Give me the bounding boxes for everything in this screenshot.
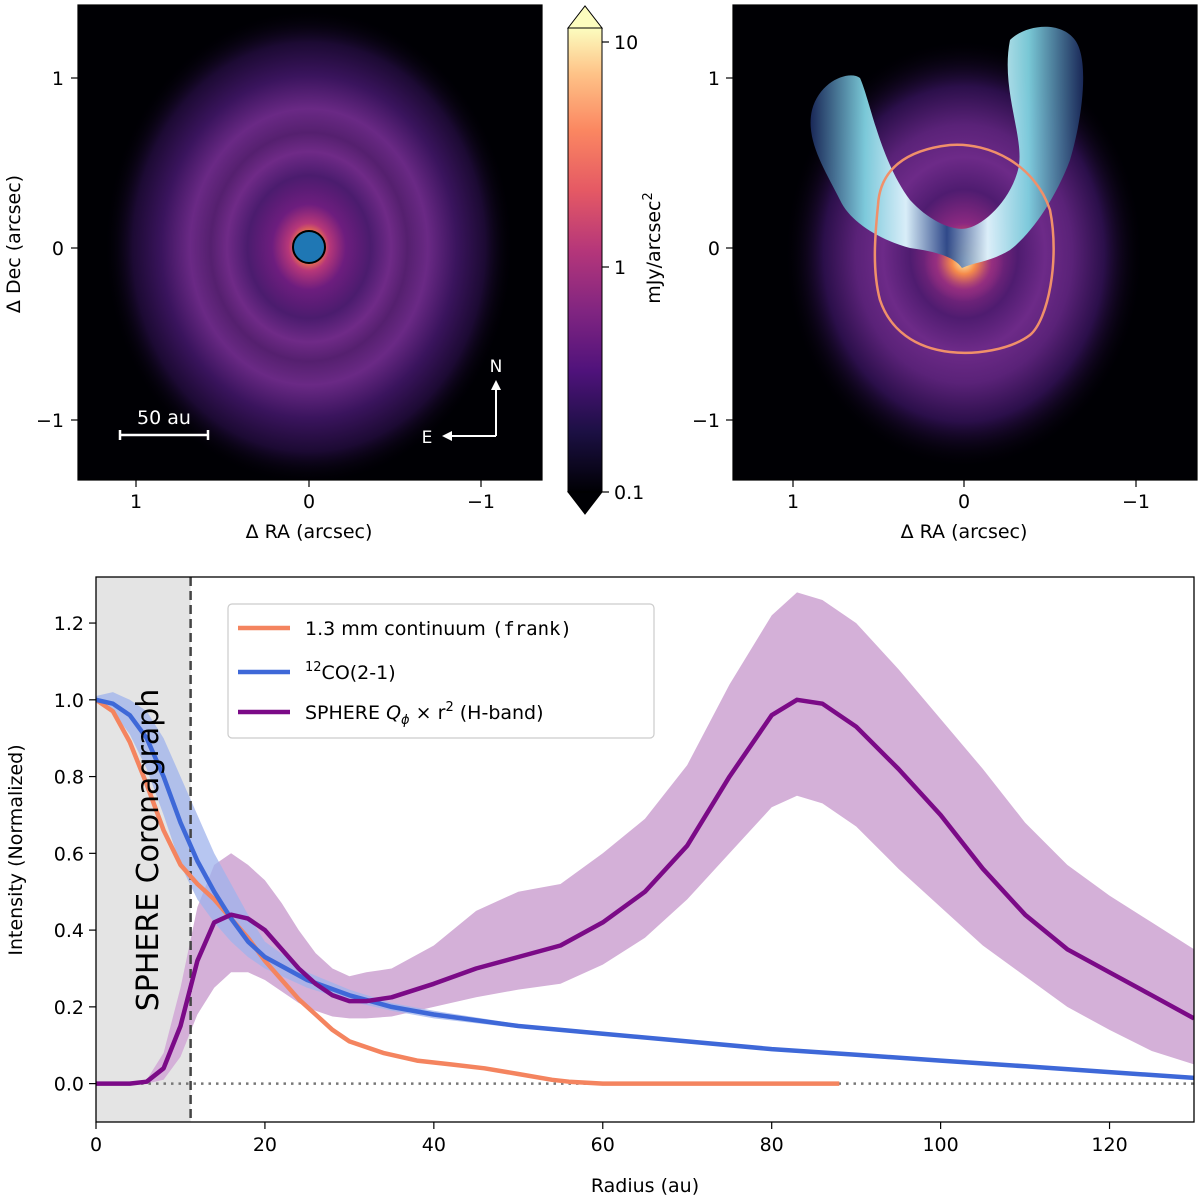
continuum-contour — [873, 143, 1055, 355]
compass-north-label: N — [490, 357, 503, 377]
y-tick-label: 0.0 — [54, 1074, 84, 1096]
colorbar: 10 1 0.1 mJy/arcsec2 — [566, 5, 665, 515]
y-tick-label: 0.6 — [54, 843, 84, 865]
compass-east-label: E — [422, 428, 433, 448]
x-tick-label: 20 — [253, 1134, 277, 1156]
x-tick-label: 40 — [422, 1134, 446, 1156]
top-left-image-panel: 50 au N E 1 0 −1 1 0 −1 Δ RA (arcsec) Δ … — [3, 4, 543, 543]
y-axis: 0.0 0.2 0.4 0.6 0.8 1.0 1.2 — [54, 613, 96, 1096]
scale-bar: 50 au — [118, 407, 210, 440]
colorbar-label: mJy/arcsec2 — [641, 192, 665, 304]
top-right-xtick: 0 — [958, 491, 970, 513]
colorbar-bottom-extend — [566, 491, 604, 515]
legend-sphere-label: SPHERE Qϕ × r2 (H-band) — [305, 700, 544, 728]
chart-legend: 1.3 mm continuum (frank) 12CO(2-1) SPHER… — [227, 603, 655, 739]
legend-co-label: 12CO(2-1) — [305, 660, 396, 684]
star-position-marker — [292, 230, 326, 264]
y-tick-label: 0.4 — [54, 920, 84, 942]
top-right-image-panel: 1 0 −1 1 0 −1 Δ RA (arcsec) — [692, 4, 1198, 543]
chart-frame — [95, 576, 1195, 1123]
colorbar-tick: 10 — [614, 32, 638, 54]
y-tick-label: 1.2 — [54, 613, 84, 635]
compass: N E — [422, 357, 503, 448]
colorbar-tick: 1 — [614, 257, 626, 279]
top-left-xlabel: Δ RA (arcsec) — [246, 521, 373, 543]
y-tick-label: 0.2 — [54, 997, 84, 1019]
legend-continuum-label: 1.3 mm continuum (frank) — [305, 618, 572, 640]
sphere-series-line — [96, 697, 1194, 1086]
x-tick-label: 80 — [760, 1134, 784, 1156]
x-axis: 0 20 40 60 80 100 120 — [90, 1122, 1128, 1156]
colorbar-top-extend — [566, 5, 604, 29]
top-left-xtick: 1 — [130, 491, 142, 513]
top-right-xtick: −1 — [1122, 491, 1150, 513]
x-tick-label: 100 — [922, 1134, 958, 1156]
top-right-xlabel: Δ RA (arcsec) — [901, 521, 1028, 543]
coronagraph-label: SPHERE Coronagraph — [131, 689, 166, 1012]
x-axis-label: Radius (au) — [591, 1175, 699, 1197]
y-tick-label: 0.8 — [54, 767, 84, 789]
top-right-ytick: 0 — [708, 238, 720, 260]
co-series-line — [96, 697, 1194, 1081]
sphere-uncertainty-band — [96, 592, 1194, 1084]
x-tick-label: 120 — [1091, 1134, 1127, 1156]
y-axis-label: Intensity (Normalized) — [5, 744, 27, 955]
y-tick-label: 1.0 — [54, 690, 84, 712]
top-right-ytick: −1 — [692, 410, 720, 432]
top-left-ytick: 1 — [52, 68, 64, 90]
top-right-ytick: 1 — [708, 68, 720, 90]
continuum-series-line — [96, 697, 840, 1086]
top-left-xtick: 0 — [303, 491, 315, 513]
scale-bar-label: 50 au — [137, 407, 191, 429]
top-right-xtick: 1 — [787, 491, 799, 513]
x-tick-label: 0 — [90, 1134, 102, 1156]
colorbar-gradient — [567, 27, 603, 493]
top-right-frame — [732, 4, 1198, 481]
colorbar-tick: 0.1 — [614, 482, 644, 504]
x-tick-label: 60 — [591, 1134, 615, 1156]
top-left-ylabel: Δ Dec (arcsec) — [3, 175, 25, 313]
radial-profile-chart: SPHERE Coronagraph 1.3 mm continuum (fra… — [5, 576, 1195, 1197]
top-left-ytick: 0 — [52, 238, 64, 260]
top-left-xtick: −1 — [467, 491, 495, 513]
top-left-frame — [77, 4, 543, 481]
top-left-ytick: −1 — [36, 410, 64, 432]
